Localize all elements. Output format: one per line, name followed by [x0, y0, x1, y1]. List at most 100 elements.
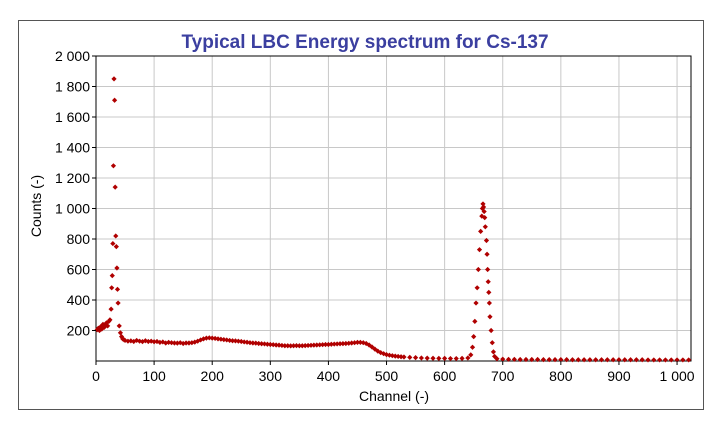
chart-frame: 0 100 200 300 400 500 600 700 800 900 1 000 200 400…	[18, 20, 704, 410]
x-tick-label: 600	[433, 368, 457, 384]
x-tick-label: 200	[201, 368, 225, 384]
data-point	[447, 355, 454, 362]
data-point	[200, 336, 207, 342]
x-tick-label: 400	[317, 368, 341, 384]
data-point	[229, 338, 236, 344]
data-point	[311, 342, 317, 348]
data-point	[616, 357, 622, 363]
x-tick-label: 100	[142, 368, 166, 384]
data-point	[250, 340, 256, 346]
data-point	[122, 337, 128, 344]
data-point	[235, 338, 241, 344]
data-point	[482, 224, 488, 230]
data-point	[227, 337, 233, 344]
data-point	[482, 215, 488, 221]
data-point	[168, 340, 175, 346]
data-point	[279, 342, 285, 349]
data-point	[471, 334, 477, 340]
data-point	[99, 326, 105, 332]
data-point	[469, 344, 476, 350]
data-point	[558, 357, 564, 363]
data-point	[494, 356, 500, 362]
data-point	[241, 339, 247, 345]
data-point	[490, 349, 497, 355]
data-point	[192, 339, 198, 345]
data-point	[395, 353, 401, 360]
data-point	[662, 357, 669, 363]
data-point	[486, 300, 492, 306]
data-point	[489, 340, 495, 346]
data-point	[320, 342, 326, 348]
y-tick-label: 1 000	[55, 201, 90, 217]
y-tick-label: 1 200	[55, 170, 90, 186]
y-axis-title: Counts (-)	[28, 175, 44, 237]
data-point	[622, 357, 628, 363]
data-point	[472, 318, 478, 324]
data-point	[101, 324, 107, 331]
data-point	[299, 343, 305, 349]
data-point	[564, 357, 570, 363]
data-point	[107, 317, 113, 323]
data-point	[110, 240, 116, 247]
data-point	[529, 356, 535, 363]
data-point	[288, 343, 294, 349]
data-point	[171, 340, 178, 346]
data-point	[476, 247, 483, 253]
data-point	[114, 286, 121, 292]
data-point	[517, 356, 523, 363]
x-tick-label: 700	[491, 368, 515, 384]
data-point	[346, 340, 352, 346]
data-point	[473, 300, 479, 306]
x-tick-label: 300	[259, 368, 283, 384]
data-point	[604, 357, 610, 363]
data-point	[183, 340, 189, 346]
chart-canvas: 0 100 200 300 400 500 600 700 800 900 1 000 200 400…	[28, 32, 695, 404]
data-point	[290, 343, 297, 349]
data-point	[317, 342, 323, 348]
data-point	[407, 354, 413, 360]
data-point	[340, 341, 346, 347]
data-point	[442, 355, 448, 362]
data-point	[587, 357, 593, 363]
data-point	[627, 357, 634, 363]
data-point	[552, 357, 558, 363]
data-point	[485, 266, 491, 273]
data-point	[486, 289, 492, 295]
data-point	[118, 334, 125, 340]
data-point	[148, 338, 154, 344]
data-point	[569, 357, 576, 363]
x-tick-label: 500	[375, 368, 399, 384]
data-point	[203, 335, 210, 341]
data-point	[484, 251, 490, 257]
data-point	[459, 355, 465, 362]
data-point	[337, 341, 343, 347]
data-point	[488, 327, 494, 334]
data-point	[151, 339, 157, 345]
data-point	[328, 341, 334, 347]
data-point	[475, 266, 481, 273]
data-point	[593, 357, 599, 363]
data-point	[357, 339, 363, 345]
data-point	[174, 340, 180, 346]
y-tick-label: 2 000	[55, 48, 90, 64]
x-tick-label: 0	[92, 368, 100, 384]
data-point	[131, 338, 137, 345]
data-point	[314, 342, 320, 348]
data-point	[351, 340, 358, 346]
data-point	[474, 285, 480, 291]
data-point	[398, 354, 404, 360]
data-point	[111, 97, 118, 103]
data-point	[535, 356, 541, 363]
data-point	[221, 337, 227, 343]
data-point	[540, 357, 547, 363]
data-point	[264, 341, 271, 347]
x-tick-label: 800	[549, 368, 573, 384]
data-point	[113, 233, 119, 239]
y-tick-label: 600	[67, 262, 91, 278]
data-point	[109, 285, 115, 291]
data-point	[256, 340, 262, 347]
data-point	[109, 273, 115, 279]
data-point	[206, 335, 212, 341]
data-point	[308, 342, 314, 348]
data-point	[117, 330, 124, 336]
